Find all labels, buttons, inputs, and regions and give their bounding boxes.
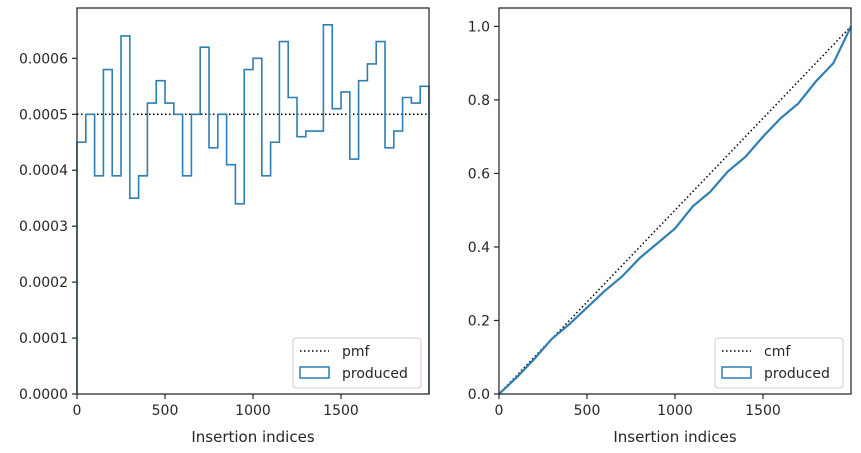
right-series-produced-line (498, 25, 852, 395)
left-chart: 0 500 1000 1500 0.0000 0.0001 0.0002 0.0003 0.00… (19, 7, 430, 446)
left-legend: pmf produced (292, 337, 422, 389)
left-ytick-label: 0.0000 (19, 387, 68, 403)
left-ytick-label: 0.0005 (19, 107, 68, 123)
legend-produced-cdf-label: produced (764, 366, 830, 382)
left-xtick-label: 1000 (235, 403, 271, 419)
legend-produced-swatch (299, 366, 330, 379)
left-ytick-label: 0.0003 (19, 219, 68, 235)
right-ytick-label: 0.0 (468, 387, 490, 403)
right-ytick-label: 0.2 (468, 313, 490, 329)
left-series-produced-line (76, 23, 430, 394)
left-xtick-label: 1500 (323, 403, 359, 419)
left-ytick-label: 0.0001 (19, 331, 68, 347)
left-xtick-label: 0 (73, 403, 82, 419)
right-ytick-label: 0.8 (468, 93, 490, 109)
right-ytick-label: 1.0 (468, 19, 490, 35)
left-ytick-label: 0.0002 (19, 275, 68, 291)
right-xtick-label: 1500 (745, 403, 781, 419)
left-xaxis-title: Insertion indices (191, 428, 314, 446)
left-xtick-label: 500 (152, 403, 179, 419)
right-xaxis-title: Insertion indices (613, 428, 736, 446)
right-ytick-label: 0.4 (468, 240, 490, 256)
right-ytick-label: 0.6 (468, 166, 490, 182)
right-xtick-label: 0 (495, 403, 504, 419)
legend-produced-cdf-swatch (721, 366, 752, 379)
legend-produced-label: produced (342, 366, 408, 382)
left-ytick-label: 0.0006 (19, 51, 68, 67)
legend-cmf-label: cmf (764, 344, 791, 360)
legend-pmf-label: pmf (342, 344, 371, 360)
right-xtick-label: 500 (574, 403, 601, 419)
right-legend: cmf produced (714, 337, 844, 389)
left-ytick-label: 0.0004 (19, 163, 68, 179)
right-xtick-label: 1000 (657, 403, 693, 419)
right-chart: 0 500 1000 1500 0.0 0.2 0.4 0.6 0.8 1.0 Insertion… (468, 7, 852, 446)
right-plot-frame (498, 7, 852, 395)
